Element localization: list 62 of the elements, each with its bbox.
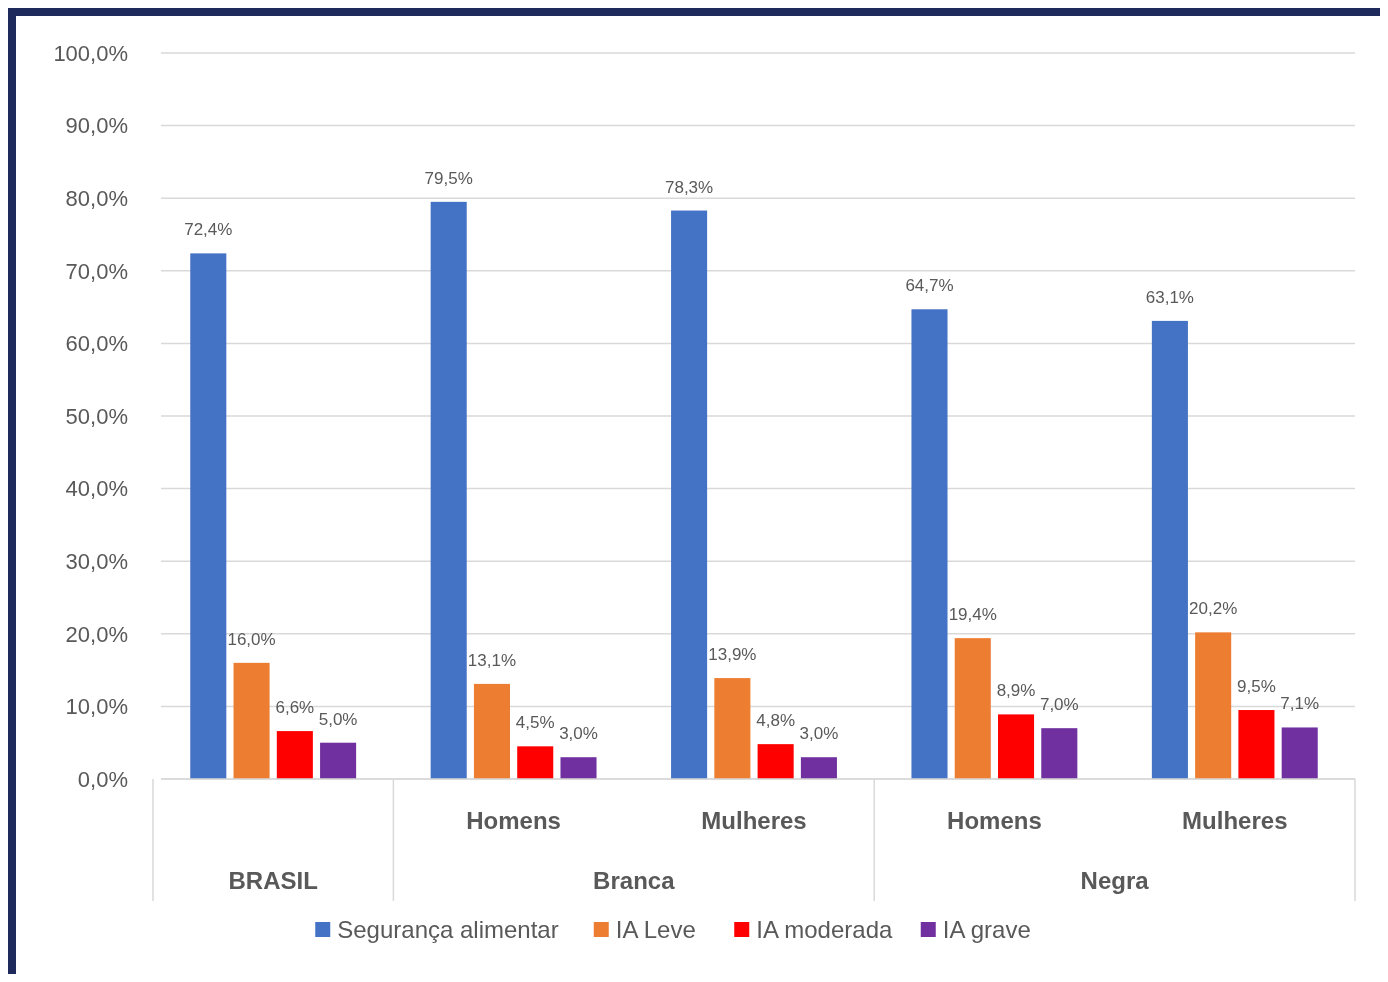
y-tick-label: 20,0% (65, 621, 128, 647)
bar (757, 744, 794, 779)
legend-label: IA moderada (756, 916, 893, 944)
bar (233, 662, 270, 779)
data-label: 63,1% (1145, 287, 1194, 307)
y-tick-label: 80,0% (65, 185, 128, 211)
bar (1195, 632, 1232, 779)
y-tick-label: 70,0% (65, 258, 128, 284)
data-label: 78,3% (664, 177, 714, 197)
y-tick-label: 10,0% (65, 694, 128, 720)
bar (911, 309, 948, 779)
bar (1041, 728, 1078, 779)
x-tick-label: Mulheres (701, 807, 807, 835)
x-tick-label: Homens (466, 807, 561, 835)
y-tick-label: 100,0% (53, 40, 128, 66)
bar (714, 678, 751, 779)
data-label: 5,0% (318, 709, 358, 729)
text: Negra (1080, 867, 1150, 895)
data-label: 16,0% (227, 629, 276, 649)
data-label: 72,4% (184, 220, 233, 240)
x-tick-label: Mulheres (1182, 807, 1288, 835)
data-label: 64,7% (905, 276, 954, 296)
bar (473, 683, 510, 779)
data-label: 7,0% (1039, 695, 1079, 715)
legend-label: IA grave (942, 916, 1031, 944)
data-label: 79,5% (424, 168, 473, 188)
bar (320, 742, 357, 779)
y-tick-label: 90,0% (65, 113, 128, 139)
bar (671, 210, 708, 779)
bar (800, 757, 837, 779)
data-label: 3,0% (799, 724, 839, 744)
y-tick-label: 30,0% (65, 548, 128, 574)
data-label: 6,6% (275, 698, 315, 718)
bar (1151, 320, 1188, 779)
y-tick-label: 40,0% (65, 476, 128, 502)
data-label: 19,4% (948, 605, 997, 625)
data-label: 3,0% (559, 724, 598, 744)
bar (430, 201, 467, 779)
bar (954, 638, 991, 779)
bar (998, 714, 1035, 779)
data-label: 20,2% (1189, 599, 1238, 619)
bar (1238, 710, 1275, 779)
data-label: 9,5% (1237, 677, 1276, 697)
bar (276, 731, 313, 779)
text: BRASIL (228, 867, 318, 895)
bar (560, 757, 597, 779)
y-tick-label: 0,0% (77, 766, 128, 792)
data-label: 13,1% (467, 650, 517, 670)
legend-label: Segurança alimentar (337, 916, 559, 944)
bar (517, 746, 554, 779)
y-tick-label: 50,0% (65, 403, 128, 429)
x-tick-label: Homens (947, 807, 1042, 835)
data-label: 4,8% (756, 711, 796, 731)
bar (1281, 727, 1318, 779)
data-label: 13,9% (708, 645, 757, 665)
legend-label: IA Leve (615, 916, 696, 944)
y-tick-label: 60,0% (65, 331, 128, 357)
text: Branca (593, 867, 676, 895)
data-label: 8,9% (996, 681, 1036, 701)
data-label: 7,1% (1280, 694, 1320, 714)
data-label: 4,5% (515, 713, 555, 733)
bar (190, 253, 227, 779)
